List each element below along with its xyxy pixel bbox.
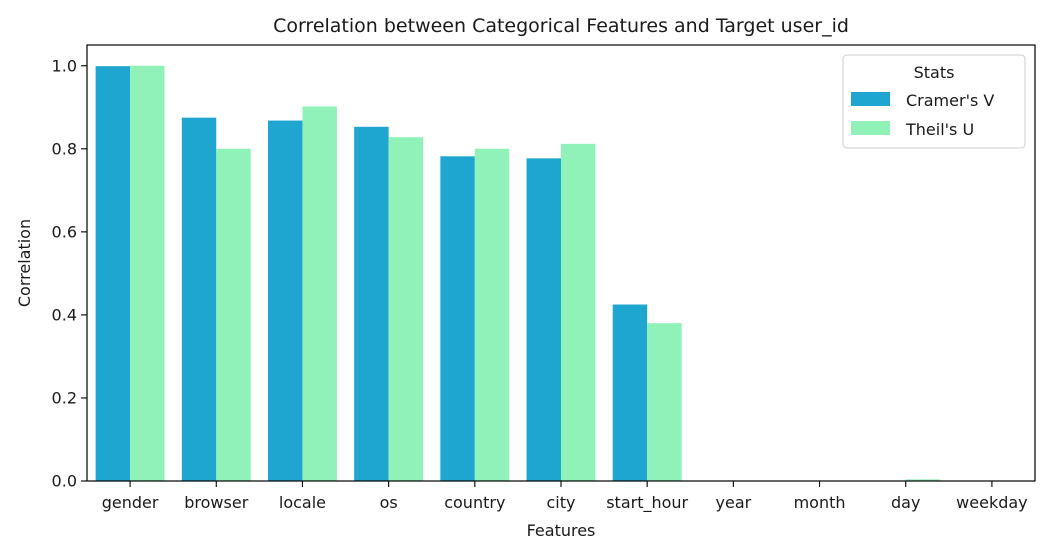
x-tick-label-country: country bbox=[444, 493, 505, 512]
x-tick-label-gender: gender bbox=[102, 493, 159, 512]
legend-swatch-theils-u bbox=[851, 121, 890, 135]
legend-label-cramers-v: Cramer's V bbox=[906, 91, 994, 110]
bar-city-cramers-v bbox=[526, 158, 561, 482]
x-tick-label-day: day bbox=[891, 493, 920, 512]
x-axis-label: Features bbox=[527, 521, 596, 540]
legend-title: Stats bbox=[914, 63, 955, 82]
x-tick-label-os: os bbox=[380, 493, 398, 512]
x-tick-label-locale: locale bbox=[279, 493, 326, 512]
bar-locale-theils-u bbox=[302, 106, 337, 482]
x-tick-label-browser: browser bbox=[184, 493, 248, 512]
y-tick-label: 1.0 bbox=[52, 56, 77, 75]
bar-os-theils-u bbox=[388, 137, 424, 481]
bars-layer bbox=[95, 65, 941, 482]
bar-day-theils-u bbox=[905, 479, 941, 481]
x-tick-label-city: city bbox=[547, 493, 576, 512]
legend: Stats Cramer's V Theil's U bbox=[842, 54, 1026, 149]
x-tick-label-start_hour: start_hour bbox=[606, 493, 688, 513]
x-tick-label-year: year bbox=[716, 493, 752, 512]
y-axis: 0.0 0.2 0.4 0.6 0.8 1.0 bbox=[52, 56, 87, 491]
legend-label-theils-u: Theil's U bbox=[905, 120, 974, 139]
bar-locale-cramers-v bbox=[267, 120, 303, 481]
y-tick-label: 0.6 bbox=[52, 222, 77, 241]
bar-start_hour-cramers-v bbox=[612, 304, 648, 481]
bar-city-theils-u bbox=[561, 143, 596, 481]
y-tick-label: 0.4 bbox=[52, 305, 77, 324]
bar-os-cramers-v bbox=[354, 126, 389, 482]
bar-gender-cramers-v bbox=[95, 66, 131, 482]
y-tick-label: 0.0 bbox=[52, 472, 77, 491]
bar-gender-theils-u bbox=[130, 65, 165, 481]
bar-start_hour-theils-u bbox=[647, 323, 682, 481]
legend-swatch-cramers-v bbox=[851, 92, 890, 106]
bar-country-theils-u bbox=[474, 148, 510, 481]
x-tick-label-month: month bbox=[794, 493, 846, 512]
x-tick-label-weekday: weekday bbox=[956, 493, 1027, 512]
bar-browser-theils-u bbox=[216, 148, 251, 481]
y-tick-label: 0.2 bbox=[52, 388, 77, 407]
bar-country-cramers-v bbox=[440, 156, 475, 481]
chart-title: Correlation between Categorical Features… bbox=[273, 15, 849, 37]
x-axis: gender browser locale os country city start_ho… bbox=[102, 481, 1028, 513]
y-axis-label: Correlation bbox=[15, 219, 34, 307]
y-tick-label: 0.8 bbox=[52, 139, 77, 158]
plot-frame bbox=[86, 44, 1036, 482]
bar-browser-cramers-v bbox=[181, 117, 217, 482]
